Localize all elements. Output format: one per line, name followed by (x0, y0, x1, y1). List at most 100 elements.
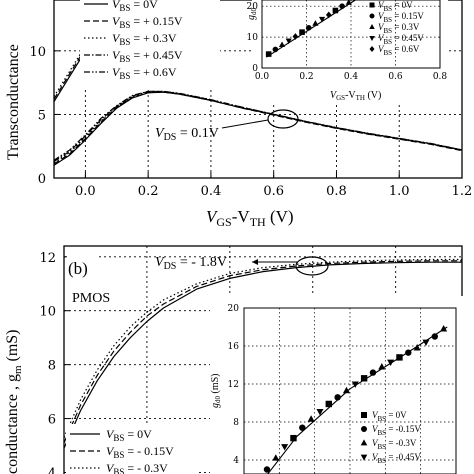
panel-a-inset-point (305, 25, 312, 31)
panel-a-inset-x-label: VGS-VTH (V) (330, 90, 381, 102)
panel-b-annotation-arrowhead (252, 259, 258, 265)
panel-b-inset-point (405, 349, 412, 356)
panel-a-high-vds-line-2 (54, 0, 133, 97)
panel-b-inset-gridlines (244, 307, 456, 474)
panel-b-inset-legend-entry-value: = 0V (386, 410, 407, 420)
panel-a-x-tick-label: 1.2 (452, 184, 473, 199)
panel-a-inset-legend-entry-sub: BS (384, 38, 393, 46)
panel-a-inset-legend-entry-sub: BS (384, 5, 393, 13)
panel-a-inset-legend-entry: VBS = 0V (378, 0, 413, 13)
panel-a-vds-annotation-sub: DS (164, 132, 177, 143)
panel-a-x-ticks: 0.0 0.2 0.4 0.6 0.8 1.0 1.2 (75, 172, 472, 199)
panel-b-inset-point (422, 339, 430, 347)
panel-a-inset-gridlines (261, 0, 441, 69)
panel-b-inset-point (316, 408, 324, 416)
panel-a-legend-entry: VBS = + 0.45V (112, 48, 183, 64)
panel-b-inset-y-tick-label: 8 (233, 418, 239, 428)
panel-a-legend-entry-sub: BS (119, 71, 130, 81)
panel-a-inset-y-label-sub: d0 (250, 8, 258, 16)
panel-b-inset-point (299, 424, 306, 431)
panel-b-inset-legend-entry-value: = -0.45V (386, 452, 421, 462)
panel-a-inset-x-tick-label: 0.2 (299, 72, 313, 82)
panel-b-y-axis-label: conductance , gm (mS) (4, 329, 24, 474)
panel-b-legend-entry-main: V (106, 461, 115, 474)
panel-a-inset-point (345, 0, 352, 5)
panel-a-inset-bg (252, 0, 448, 103)
panel-a-x-axis-label: VGS-VTH (V) (206, 207, 294, 229)
panel-b-inset-point (396, 354, 403, 361)
panel-b-legend-entry-main: V (106, 427, 115, 441)
panel-b-y-tick-label: 6 (48, 413, 56, 428)
panel-b-y-ticks: 4 6 8 10 12 (39, 251, 70, 474)
panel-a-inset-x-tick-label: 0.6 (388, 72, 403, 82)
panel-a-legend-entry: VBS = + 0.15V (112, 14, 183, 30)
panel-b-inset-legend-marker (360, 454, 368, 461)
panel-a-inset-legend-entry-value: = 0.3V (392, 22, 420, 32)
panel-a-low-vds-line-4 (54, 90, 462, 161)
panel-b-inset-legend-entry-sub: BS (378, 415, 387, 423)
panel-a-legend-entry-value: = + 0.3V (130, 31, 177, 45)
panel-b-vds-annotation-value: = - 1.8V (176, 255, 227, 270)
panel-a-legend-entry-main: V (112, 65, 121, 79)
panel-a-y-tick-label: 5 (38, 108, 46, 123)
panel-b-inset-legend-entry: VBS = -0.15V (372, 424, 421, 437)
panel-b-inset-legend-entry: VBS = -0.45V (372, 452, 421, 465)
panel-b-y-axis-label-unit: (mS) (4, 329, 21, 365)
panel-b-series (64, 258, 462, 449)
panel-b-inset-point (342, 386, 350, 394)
panel-a-x-axis-label-rest: -V (232, 207, 251, 226)
panel-b-inset-legend-entry-sub: BS (378, 429, 387, 437)
panel-a-inset-legend-entry-value: = 0.15V (392, 11, 424, 21)
panel-b-inset-point (272, 454, 280, 461)
panel-a-inset-legend-entry-sub: BS (384, 27, 393, 35)
panel-b-inset-point (351, 381, 359, 388)
panel-a-inset-point (318, 16, 326, 23)
panel-b-y-axis-label-sub: m (12, 365, 24, 374)
panel-a-legend-entry-main: V (112, 31, 121, 45)
panel-a-legend-entry-sub: BS (119, 20, 130, 30)
panel-b-inset-point (360, 375, 368, 382)
panel-a-inset-point (292, 33, 299, 40)
panel-a-inset-legend-entry-main: V (378, 44, 385, 54)
panel-a-inset-x-label-sub: GS (336, 94, 345, 102)
panel-b-line-0 (64, 261, 462, 449)
panel-b-inset-point (307, 415, 315, 422)
panel-b-vds-annotation: VDS = - 1.8V (155, 255, 227, 272)
panel-a-inset-point (265, 51, 272, 57)
panel-a-plot-frame (53, 0, 463, 179)
panel-a-vds-annotation: VDS = 0.1V (155, 126, 219, 143)
panel-b-inset-y-label-main: g (210, 403, 221, 408)
panel-a-annotation-ellipse (267, 109, 299, 129)
panel-b-inset-legend-entry: VBS = -0.3V (372, 438, 417, 451)
panel-a-x-tick-label: 0.4 (201, 184, 222, 199)
panel-b-legend-entry-sub: BS (113, 467, 124, 474)
panel-a-inset-x-label-main: V (330, 90, 338, 101)
panel-b-device-label: PMOS (72, 291, 110, 306)
panel-b-y-tick-label: 8 (48, 359, 56, 374)
panel-b-legend-entry-value: = 0V (124, 427, 152, 441)
panel-b-legend-entry: VBS = - 0.3V (106, 461, 168, 474)
panel-a-legend-entry-value: = + 0.6V (130, 65, 177, 79)
panel-a-inset-legend-entry-main: V (378, 11, 385, 21)
panel-b-legend-entry-value: = - 0.3V (124, 461, 168, 474)
panel-a-legend-entry-main: V (112, 0, 121, 11)
panel-a-x-tick-label: 0.2 (138, 184, 159, 199)
panel-a-legend-entry: VBS = + 0.3V (112, 31, 177, 47)
panel-a-inset-y-tick-label: 10 (247, 33, 259, 43)
panel-a-inset-point (332, 7, 339, 14)
panel-b-inset-point (378, 363, 386, 370)
panel-b-inset-point (290, 434, 297, 442)
panel-a-legend-entry-main: V (112, 48, 121, 62)
panel-a-inset-legend-marker (369, 36, 375, 41)
panel-a-inset-y-tick-label: 0 (252, 64, 258, 74)
panel-b-annotation-ellipse (295, 256, 329, 276)
panel-b-inset-bg (210, 296, 466, 474)
panel-b-panel-label: (b) (68, 259, 88, 278)
panel-a-x-axis-label-unit: (V) (266, 207, 294, 226)
panel-b-y-axis-label-main: conductance , g (4, 374, 21, 474)
panel-a-legend-entry-sub: BS (119, 37, 130, 47)
